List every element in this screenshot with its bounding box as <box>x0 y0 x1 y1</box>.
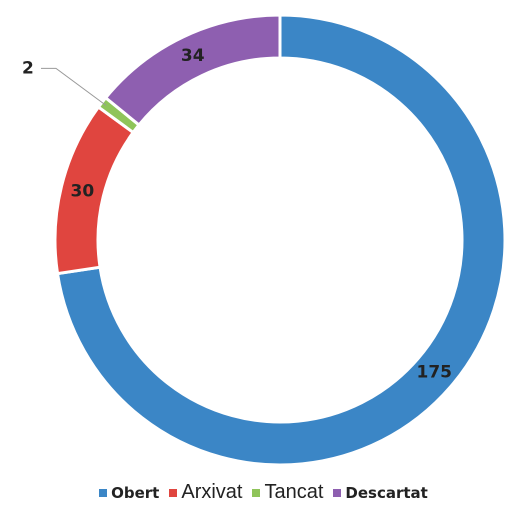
data-label: 30 <box>71 181 95 201</box>
leader-line <box>40 67 107 106</box>
legend-item: Obert <box>99 484 159 502</box>
legend-label: Obert <box>111 483 160 502</box>
legend-label: Descartat <box>345 483 428 502</box>
data-label: 2 <box>22 58 34 78</box>
data-label: 34 <box>181 46 205 66</box>
legend-item: Tancat <box>252 481 323 504</box>
legend-item: Descartat <box>333 483 428 502</box>
legend-marker <box>99 488 108 497</box>
legend-label: Arxivat <box>181 481 243 503</box>
data-label: 175 <box>417 363 453 383</box>
legend-label: Tancat <box>264 481 324 503</box>
plot-area: 175 30 2 34 <box>22 13 507 467</box>
legend-item: Arxivat <box>169 481 242 504</box>
donut-slice <box>55 13 507 467</box>
legend: Obert Arxivat Tancat Descartat <box>0 480 527 505</box>
legend-marker <box>333 488 342 497</box>
donut-slice <box>103 13 282 128</box>
legend-marker <box>169 488 178 497</box>
legend-marker <box>252 488 261 497</box>
